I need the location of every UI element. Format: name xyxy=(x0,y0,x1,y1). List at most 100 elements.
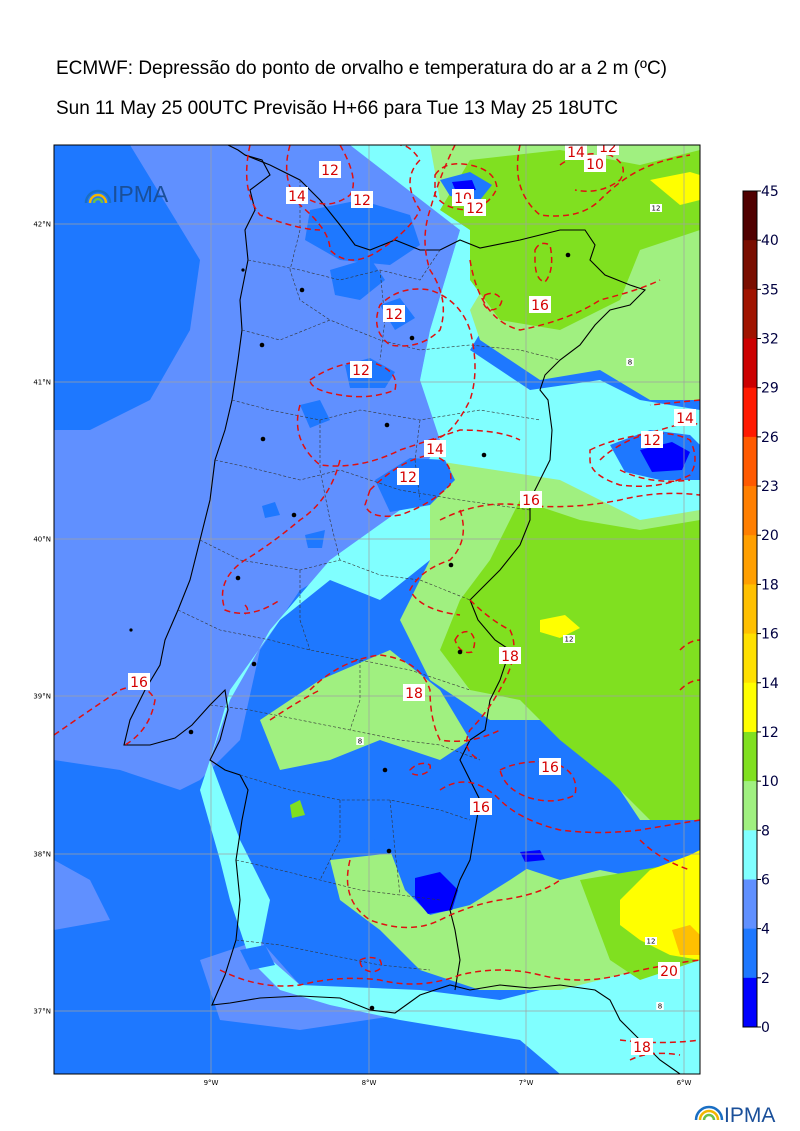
contour-label-text: 14 xyxy=(676,411,694,427)
contour-label-text: 12 xyxy=(321,163,339,179)
latitude-tick-label: 39°N xyxy=(33,693,51,701)
contour-label: 20 xyxy=(658,962,680,980)
colorbar-tick-label: 45 xyxy=(761,184,779,200)
contour-label-text: 12 xyxy=(399,470,417,486)
colorbar-tick-label: 40 xyxy=(761,233,779,249)
colorbar-segment xyxy=(743,486,757,536)
station-dots xyxy=(129,252,571,1011)
colorbar-tick-label: 0 xyxy=(761,1020,770,1036)
colorbar-tick-label: 32 xyxy=(761,332,779,348)
contour-label: 12 xyxy=(597,140,619,156)
small-label: 12 xyxy=(645,937,657,946)
coastal-band xyxy=(54,145,460,790)
longitude-labels: 9°W 8°W 7°W 6°W xyxy=(204,1079,692,1087)
small-label-text: 8 xyxy=(658,1003,662,1011)
small-label: 12 xyxy=(563,635,575,644)
small-label-text: 12 xyxy=(647,938,656,946)
latitude-tick-label: 42°N xyxy=(33,221,51,229)
colorbar-tick-label: 16 xyxy=(761,627,779,643)
contour-label-text: 16 xyxy=(522,493,540,509)
small-label: 8 xyxy=(656,1002,664,1011)
colorbar-segment xyxy=(743,731,757,782)
contour-label-text: 16 xyxy=(531,298,549,314)
colorbar-segment xyxy=(743,436,757,487)
colorbar-segment xyxy=(743,928,757,979)
ipma-logo: IPMA xyxy=(84,181,169,207)
contour-label-text: 12 xyxy=(352,363,370,379)
dewpoint-6-8-region xyxy=(200,145,700,1074)
contour-label: 12 xyxy=(397,468,419,486)
contour-label-text: 10 xyxy=(586,157,604,173)
small-labels: 12 8 12 8 12 8 xyxy=(356,204,664,1011)
colorbar-segment xyxy=(743,387,757,438)
latitude-labels: 42°N 41°N 40°N 39°N 38°N 37°N xyxy=(33,221,51,1016)
latitude-tick-label: 37°N xyxy=(33,1008,51,1016)
contour-label: 16 xyxy=(520,491,542,509)
coastline xyxy=(123,145,681,1074)
longitude-tick-label: 9°W xyxy=(204,1079,219,1087)
contour-label-text: 18 xyxy=(633,1040,651,1056)
colorbar-segment xyxy=(743,830,757,880)
contour-label-text: 16 xyxy=(541,760,559,776)
colorbar-segment xyxy=(743,191,757,241)
dewpoint-10-12-region xyxy=(440,150,700,330)
colorbar-tick-label: 18 xyxy=(761,577,779,593)
contour-label: 16 xyxy=(128,673,150,691)
colorbar-segment xyxy=(743,879,757,930)
latitude-tick-label: 40°N xyxy=(33,536,51,544)
latitude-tick-label: 38°N xyxy=(33,851,51,859)
temperature-contours xyxy=(54,145,700,1061)
contour-label: 10 xyxy=(584,155,606,173)
longitude-tick-label: 6°W xyxy=(677,1079,692,1087)
longitude-tick-label: 8°W xyxy=(362,1079,377,1087)
contour-label-text: 14 xyxy=(426,442,444,458)
colorbar-segment xyxy=(743,977,757,1028)
contour-label-text: 12 xyxy=(353,193,371,209)
contour-label-text: 12 xyxy=(643,433,661,449)
contour-label-text: 12 xyxy=(599,140,617,156)
colorbar-segment xyxy=(743,633,757,684)
dewpoint-2-4-region xyxy=(305,200,420,265)
contour-label: 16 xyxy=(470,798,492,816)
colorbar-tick-label: 4 xyxy=(761,922,770,938)
contour-label-text: 18 xyxy=(405,686,423,702)
colorbar-segment xyxy=(743,240,757,290)
latitude-tick-label: 41°N xyxy=(33,379,51,387)
ipma-logo-text: IPMA xyxy=(112,181,169,207)
small-label-text: 12 xyxy=(652,205,661,213)
colorbar-tick-label: 23 xyxy=(761,479,779,495)
colorbar-tick-label: 12 xyxy=(761,725,779,741)
contour-label-text: 18 xyxy=(501,649,519,665)
contour-label: 18 xyxy=(631,1038,653,1056)
colorbar-tick-label: 14 xyxy=(761,676,779,692)
longitude-tick-label: 7°W xyxy=(519,1079,534,1087)
contour-label: 12 xyxy=(350,361,372,379)
small-label-text: 12 xyxy=(565,636,574,644)
colorbar-segment xyxy=(743,682,757,733)
contour-label-text: 16 xyxy=(130,675,148,691)
contour-label: 18 xyxy=(403,684,425,702)
colorbar-segment xyxy=(743,781,757,831)
colorbar-segment xyxy=(743,584,757,635)
contour-label: 12 xyxy=(351,191,373,209)
contour-label-text: 14 xyxy=(567,145,585,161)
contour-label: 12 xyxy=(641,431,663,449)
chart-title: ECMWF: Depressão do ponto de orvalho e t… xyxy=(56,58,667,79)
contour-label-text: 14 xyxy=(288,189,306,205)
colorbar-tick-label: 10 xyxy=(761,774,779,790)
contour-label: 16 xyxy=(539,758,561,776)
district-borders xyxy=(177,180,561,971)
colorbar-tick-label: 29 xyxy=(761,381,779,397)
small-label-text: 8 xyxy=(628,359,632,367)
grid-lines xyxy=(54,145,700,1074)
colorbar-segment xyxy=(743,338,757,389)
contour-label: 12 xyxy=(319,161,341,179)
colorbar-segment xyxy=(743,535,757,585)
contour-label: 14 xyxy=(565,145,587,161)
contour-label: 14 xyxy=(424,440,446,458)
colorbar-tick-label: 26 xyxy=(761,430,779,446)
